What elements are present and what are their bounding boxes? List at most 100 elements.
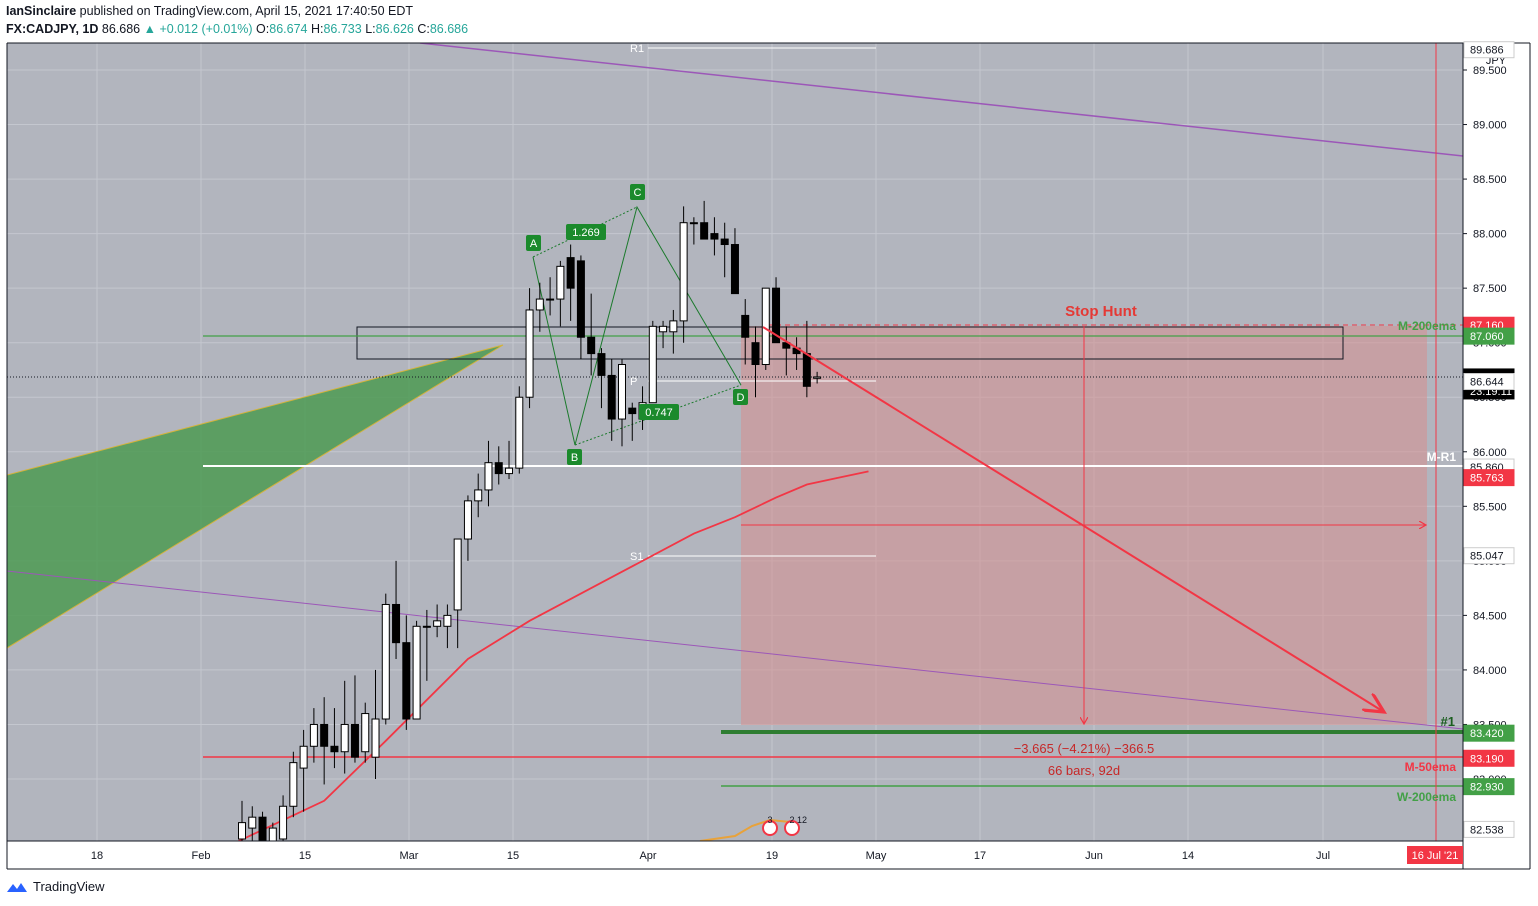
candle[interactable] (617, 359, 626, 447)
event-marker-3[interactable]: 12 (797, 815, 807, 825)
candle-body (340, 723, 349, 753)
price-label: 83.420 (1463, 724, 1515, 742)
candle[interactable] (412, 620, 421, 720)
candle-body (361, 713, 370, 753)
candle[interactable] (535, 282, 544, 332)
candle[interactable] (494, 446, 503, 485)
candle[interactable] (422, 609, 431, 681)
plot-area[interactable] (7, 43, 1463, 877)
candle[interactable] (350, 675, 359, 763)
candle[interactable] (556, 260, 565, 327)
candle[interactable] (505, 440, 514, 480)
y-tick-label: 84.000 (1473, 665, 1507, 677)
price-axis[interactable]: 83.00083.50084.00084.50085.00085.50086.0… (1463, 65, 1507, 786)
candle[interactable] (607, 359, 616, 441)
candle[interactable] (730, 228, 739, 295)
candle[interactable] (751, 326, 760, 398)
candle[interactable] (546, 277, 555, 316)
candle[interactable] (258, 811, 267, 867)
candle[interactable] (320, 697, 329, 785)
candle[interactable] (484, 440, 493, 507)
candle[interactable] (628, 402, 637, 441)
candle-body (782, 342, 791, 349)
candle[interactable] (782, 326, 791, 376)
event-markers[interactable]: 3 2 12 (762, 815, 807, 836)
author-name[interactable]: IanSinclaire (6, 4, 77, 18)
event-marker-2[interactable]: 2 (789, 815, 794, 825)
publish-text: published on TradingView.com, April 15, … (79, 4, 413, 18)
candle[interactable] (361, 702, 370, 763)
candle[interactable] (443, 604, 452, 649)
candle[interactable] (381, 593, 390, 725)
candle-body (350, 723, 359, 758)
harmonic-label-c: C (630, 184, 645, 200)
price-label: 86.644 (1463, 373, 1515, 391)
candle[interactable] (669, 309, 678, 354)
low-value: 86.626 (375, 22, 414, 36)
harmonic-label-b: B (567, 449, 582, 465)
candle[interactable] (309, 708, 318, 763)
candle-body (607, 374, 616, 420)
candle[interactable] (515, 386, 524, 474)
candle[interactable] (371, 669, 380, 779)
candle[interactable] (433, 604, 442, 638)
candle[interactable] (700, 200, 709, 240)
candle[interactable] (330, 708, 339, 769)
candle[interactable] (474, 473, 483, 518)
candle[interactable] (402, 615, 411, 730)
candle[interactable] (679, 206, 688, 343)
candle[interactable] (392, 560, 401, 660)
candle[interactable] (279, 795, 288, 866)
symbol-title[interactable]: FX:CADJPY, 1D (6, 22, 99, 36)
svg-text:1.269: 1.269 (572, 227, 600, 239)
candle[interactable] (525, 288, 534, 409)
x-tick-label: 14 (1182, 850, 1194, 862)
candle-body (371, 718, 380, 758)
x-tick-label: Mar (400, 850, 419, 862)
candle[interactable] (813, 371, 822, 384)
time-axis[interactable]: 18 Feb 15 Mar 15 Apr 19 May 17 Jun 14 Jul (91, 850, 1330, 862)
green-wedge (7, 344, 504, 649)
x-tick-label: 19 (766, 850, 778, 862)
candle-body (299, 745, 308, 769)
w200ema-label: W-200ema (1397, 790, 1456, 804)
supply-box (356, 326, 1344, 360)
candle[interactable] (463, 495, 472, 561)
candle[interactable] (772, 277, 781, 344)
candle-body (751, 342, 760, 366)
candle[interactable] (566, 244, 575, 321)
tradingview-footer[interactable]: TradingView (6, 879, 105, 894)
candle-body (309, 723, 318, 747)
candle[interactable] (659, 320, 668, 349)
price-label-value: 83.190 (1470, 753, 1504, 765)
candle-body (433, 620, 442, 627)
candle[interactable] (238, 800, 246, 877)
candle[interactable] (648, 320, 657, 404)
harmonic-label-a: A (526, 235, 541, 251)
candle[interactable] (299, 729, 308, 812)
candle[interactable] (741, 299, 750, 365)
event-bump (699, 818, 791, 841)
candle-body (648, 325, 657, 404)
candle[interactable] (248, 806, 257, 855)
event-marker-1[interactable]: 3 (767, 815, 772, 825)
candle[interactable] (587, 293, 596, 376)
candle[interactable] (340, 680, 349, 774)
candle-body (238, 822, 246, 840)
price-label-bg (1463, 41, 1515, 59)
harmonic-ratio-bd: 0.747 (639, 404, 679, 420)
candle[interactable] (268, 822, 277, 872)
candle[interactable] (710, 217, 719, 256)
candle[interactable] (576, 255, 585, 360)
candle[interactable] (453, 538, 462, 649)
candle[interactable] (597, 348, 606, 409)
price-label: 85.047 (1463, 547, 1515, 565)
candle[interactable] (289, 751, 298, 818)
candle[interactable] (689, 217, 698, 245)
price-label-bg (1463, 373, 1515, 391)
candles[interactable] (238, 200, 822, 877)
candle-body (279, 805, 288, 840)
candle[interactable] (720, 222, 729, 278)
x-tick-label: May (866, 850, 887, 862)
